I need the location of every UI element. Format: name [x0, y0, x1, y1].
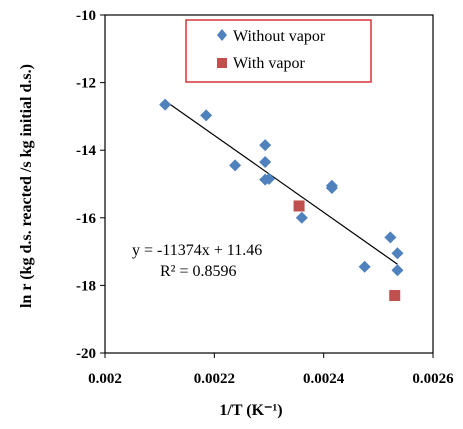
legend: Without vapor With vapor: [185, 19, 372, 83]
plot-frame: [104, 14, 434, 354]
x-tick-label: 0.0022: [194, 371, 235, 387]
x-tick-label: 0.0024: [303, 371, 345, 387]
y-tick-label: -10: [76, 8, 96, 24]
x-axis-title: 1/T (K⁻¹): [219, 402, 282, 419]
r-squared-value: R² = 0.8596: [160, 263, 237, 280]
axes: 0.002 0.0022 0.0024 0.0026 -20 -18 -16 -14 -12 -1…: [76, 8, 454, 387]
data-point-without-vapor: [384, 231, 397, 244]
legend-box: [185, 19, 372, 83]
y-tick-label: -12: [76, 76, 96, 92]
plot-area: [104, 14, 434, 354]
data-point-without-vapor: [229, 159, 242, 172]
x-tick-label: 0.0026: [412, 371, 454, 387]
data-point-without-vapor: [358, 260, 371, 273]
data-point-without-vapor: [200, 109, 213, 122]
regression-annotation: y = -11374x + 11.46 R² = 0.8596: [132, 242, 262, 280]
regression-equation: y = -11374x + 11.46: [132, 242, 262, 259]
y-tick-label: -14: [76, 143, 96, 159]
y-tick-label: -18: [76, 278, 96, 294]
data-point-with-vapor: [293, 200, 305, 212]
data-point-without-vapor: [159, 98, 172, 111]
legend-marker-without-vapor: [217, 29, 227, 41]
data-point-without-vapor: [259, 139, 272, 152]
legend-label-without-vapor: Without vapor: [233, 28, 326, 45]
data-point-without-vapor: [325, 182, 338, 195]
legend-marker-with-vapor: [217, 58, 227, 68]
legend-label-with-vapor: With vapor: [233, 55, 305, 72]
data-point-without-vapor: [263, 172, 275, 185]
data-point-with-vapor: [389, 290, 401, 302]
data-point-without-vapor: [295, 211, 308, 224]
y-axis-title: ln r (kg d.s. reacted /s kg initial d.s.…: [18, 64, 35, 308]
data-point-without-vapor: [259, 156, 272, 169]
x-tick-label: 0.002: [88, 371, 122, 387]
data-point-without-vapor: [391, 247, 404, 260]
y-tick-label: -20: [76, 346, 96, 362]
trendline: [164, 100, 398, 265]
data-point-without-vapor: [391, 264, 404, 277]
y-tick-label: -16: [76, 211, 96, 227]
data-points: [159, 98, 404, 302]
